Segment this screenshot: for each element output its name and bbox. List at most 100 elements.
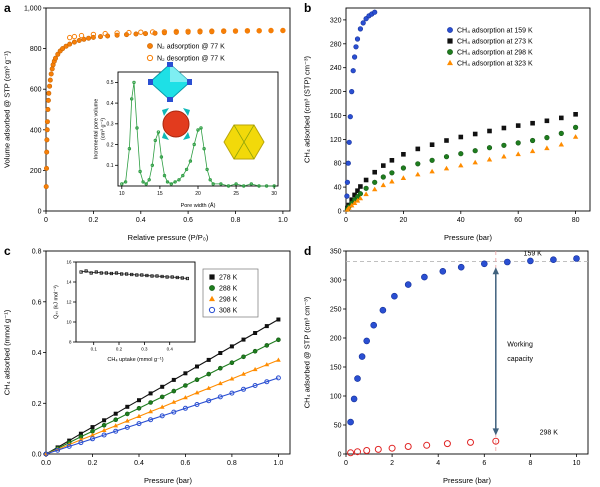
svg-text:30: 30 — [271, 191, 277, 197]
svg-text:(cm³ g⁻¹): (cm³ g⁻¹) — [101, 118, 107, 140]
svg-text:1,000: 1,000 — [24, 6, 42, 13]
svg-text:350: 350 — [330, 249, 342, 256]
svg-text:16: 16 — [66, 260, 72, 265]
svg-text:0.6: 0.6 — [181, 460, 191, 467]
panel-label-a: a — [4, 1, 11, 15]
svg-text:0.3: 0.3 — [141, 347, 148, 352]
svg-text:240: 240 — [330, 65, 342, 72]
svg-text:CH₄ adsorption at 298 K: CH₄ adsorption at 298 K — [457, 50, 533, 57]
svg-text:6: 6 — [482, 460, 486, 467]
svg-text:100: 100 — [330, 394, 342, 401]
svg-text:0.0: 0.0 — [32, 452, 42, 459]
svg-text:0.4: 0.4 — [107, 101, 114, 107]
svg-text:CH₄ adsorption at 323 K: CH₄ adsorption at 323 K — [457, 61, 533, 68]
crystal-structure-cyan-octahedron — [148, 62, 192, 102]
svg-text:800: 800 — [30, 46, 42, 53]
svg-text:0.3: 0.3 — [107, 122, 114, 128]
svg-text:25: 25 — [233, 191, 239, 197]
svg-text:10: 10 — [573, 460, 581, 467]
svg-text:Pressure (bar): Pressure (bar) — [443, 476, 491, 485]
svg-text:Incremental pore volume: Incremental pore volume — [94, 99, 100, 160]
svg-text:0.2: 0.2 — [107, 142, 114, 148]
svg-text:0.6: 0.6 — [183, 217, 193, 224]
svg-text:Pressure (bar): Pressure (bar) — [144, 476, 192, 485]
svg-text:80: 80 — [334, 161, 342, 168]
svg-text:200: 200 — [330, 89, 342, 96]
svg-text:12: 12 — [66, 300, 72, 305]
svg-text:40: 40 — [457, 217, 465, 224]
panel-label-b: b — [304, 1, 312, 15]
svg-text:288 K: 288 K — [219, 286, 238, 293]
panel-c: c 0.0 0.2 0.4 0.6 0.8 1.0 0.0 0.2 0.4 0.6 0.8 Press… — [0, 243, 300, 486]
svg-text:50: 50 — [334, 423, 342, 430]
svg-text:8: 8 — [528, 460, 532, 467]
panel-d: d 0 2 4 6 8 10 0 50 100 150 200 250 300 350 Pressure (… — [300, 243, 600, 486]
svg-text:120: 120 — [330, 137, 342, 144]
svg-text:300: 300 — [330, 278, 342, 285]
svg-text:Qₛₜ (kJ mol⁻¹): Qₛₜ (kJ mol⁻¹) — [54, 285, 60, 319]
svg-text:1.0: 1.0 — [278, 217, 288, 224]
svg-text:400: 400 — [30, 127, 42, 134]
svg-text:N₂ desorption @ 77 K: N₂ desorption @ 77 K — [157, 56, 225, 63]
svg-text:CH₄ adsorbed @ STP (cm³ cm⁻³): CH₄ adsorbed @ STP (cm³ cm⁻³) — [303, 296, 312, 408]
chart-b-ch4-isotherms: 0 20 40 60 80 0 40 80 120 160 200 240 280 320 Pressure… — [303, 7, 591, 242]
svg-text:14: 14 — [66, 280, 72, 285]
svg-text:CH₄ adsorption at 273 K: CH₄ adsorption at 273 K — [457, 39, 533, 46]
panel-label-c: c — [4, 244, 11, 258]
svg-text:0.8: 0.8 — [231, 217, 241, 224]
svg-text:278 K: 278 K — [219, 275, 238, 282]
svg-text:0.4: 0.4 — [32, 350, 42, 357]
svg-text:CH₄ adsorbed (cm³ (STP) cm⁻³): CH₄ adsorbed (cm³ (STP) cm⁻³) — [303, 55, 312, 163]
svg-text:20: 20 — [195, 191, 201, 197]
svg-text:0: 0 — [338, 209, 342, 216]
svg-text:Pressure (bar): Pressure (bar) — [444, 233, 492, 242]
svg-text:0.2: 0.2 — [89, 217, 99, 224]
svg-text:0.2: 0.2 — [116, 347, 123, 352]
svg-text:0.8: 0.8 — [32, 249, 42, 256]
svg-text:40: 40 — [334, 185, 342, 192]
svg-text:2: 2 — [390, 460, 394, 467]
svg-text:N₂ adsorption @ 77 K: N₂ adsorption @ 77 K — [157, 44, 225, 51]
svg-text:200: 200 — [330, 336, 342, 343]
svg-text:0: 0 — [338, 452, 342, 459]
svg-text:10: 10 — [119, 191, 125, 197]
svg-text:60: 60 — [514, 217, 522, 224]
svg-text:600: 600 — [30, 87, 42, 94]
svg-text:0.6: 0.6 — [32, 299, 42, 306]
svg-text:0.0: 0.0 — [41, 460, 51, 467]
svg-text:20: 20 — [400, 217, 408, 224]
svg-text:Volume adsorbed @ STP (cm³ g⁻¹: Volume adsorbed @ STP (cm³ g⁻¹) — [3, 51, 12, 168]
svg-text:280: 280 — [330, 41, 342, 48]
svg-text:4: 4 — [436, 460, 440, 467]
svg-text:0.4: 0.4 — [136, 217, 146, 224]
panel-a: a 0 0.2 0.4 0.6 0.8 1.0 0 200 400 600 800 1,000 Rela… — [0, 0, 300, 243]
svg-text:320: 320 — [330, 17, 342, 24]
svg-text:159 K: 159 K — [524, 251, 543, 258]
panel-b: b 0 20 40 60 80 0 40 80 120 160 200 240 280 320 Pressu… — [300, 0, 600, 243]
svg-text:0.4: 0.4 — [134, 460, 144, 467]
svg-text:0.1: 0.1 — [91, 347, 98, 352]
chart-c-qst-inset: 0.1 0.2 0.3 0.4 8 10 12 14 16 CH₄ uptake (mmol g⁻… — [54, 260, 196, 363]
crystal-structure-yellow-cage — [223, 124, 265, 160]
svg-text:150: 150 — [330, 365, 342, 372]
panel-label-d: d — [304, 244, 312, 258]
svg-text:0.4: 0.4 — [167, 347, 174, 352]
svg-text:8: 8 — [69, 340, 72, 345]
svg-text:capacity: capacity — [507, 356, 533, 363]
crystal-structure-red-cage — [162, 108, 190, 140]
svg-text:308 K: 308 K — [219, 308, 238, 315]
svg-text:CH₄ adsorbed (mmol g⁻¹): CH₄ adsorbed (mmol g⁻¹) — [3, 309, 12, 395]
svg-text:0.5: 0.5 — [107, 80, 114, 86]
svg-text:10: 10 — [66, 320, 72, 325]
svg-text:80: 80 — [572, 217, 580, 224]
svg-text:298 K: 298 K — [219, 297, 238, 304]
svg-text:0.1: 0.1 — [107, 163, 114, 169]
svg-text:298 K: 298 K — [540, 429, 559, 436]
svg-text:200: 200 — [30, 168, 42, 175]
svg-text:0.2: 0.2 — [88, 460, 98, 467]
svg-text:0.8: 0.8 — [227, 460, 237, 467]
svg-text:1.0: 1.0 — [274, 460, 284, 467]
svg-text:CH₄ adsorption at 159 K: CH₄ adsorption at 159 K — [457, 28, 533, 35]
svg-text:Pore width (Å): Pore width (Å) — [181, 202, 216, 209]
